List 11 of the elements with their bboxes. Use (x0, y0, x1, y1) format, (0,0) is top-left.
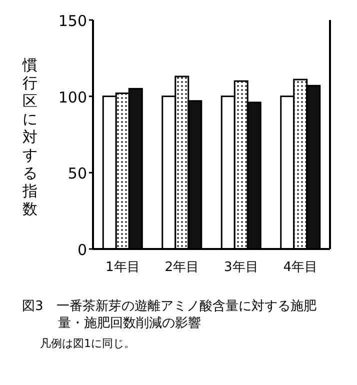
x-tick-label: 1年目 (105, 260, 140, 275)
x-tick-label: 2年目 (164, 260, 200, 275)
x-tick-label: 4年目 (283, 260, 318, 275)
text: 凡例は図1に同じ。 (40, 336, 135, 351)
y-tick-label: 100 (58, 88, 87, 106)
y-tick-label: 0 (77, 241, 87, 259)
text: 図3 一番茶新芽の遊離アミノ酸含量に対する施肥量・施肥回数削減の影響 (22, 298, 318, 332)
y-tick-label: 50 (68, 164, 87, 183)
text: 慣行区に対する指数 (22, 56, 38, 218)
x-tick-label: 3年目 (224, 260, 258, 275)
y-tick-label: 150 (58, 12, 87, 30)
